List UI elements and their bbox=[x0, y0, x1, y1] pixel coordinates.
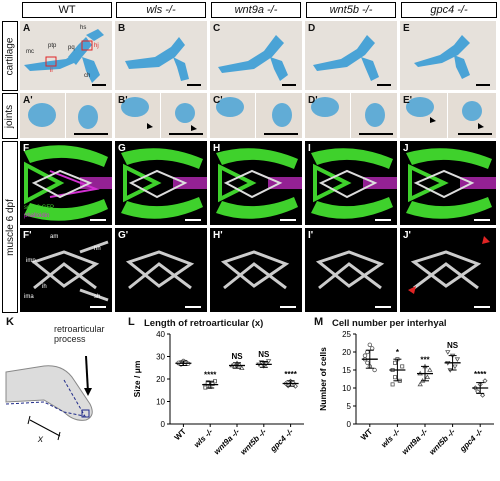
chart-m-point-2-5 bbox=[417, 381, 423, 387]
panel-m-chart: M Cell number per interhyal 0 5 10 15 20 25 Nu… bbox=[314, 316, 498, 476]
chart-m-point-0-6 bbox=[365, 360, 370, 365]
chart-m-point-0-7 bbox=[367, 342, 372, 347]
row-label-muscle: muscle 6 dpf bbox=[2, 141, 18, 313]
chart-m-ytick-label-3: 15 bbox=[342, 366, 351, 375]
chart-l-xtick-label-2: wnt9a -/- bbox=[212, 427, 242, 457]
chart-l-sig-1: **** bbox=[204, 370, 217, 379]
panel-h-muscle-wnt9a: H bbox=[210, 141, 302, 225]
chart-m-ytick-label-0: 0 bbox=[347, 420, 352, 429]
panel-i-prime-muscle-bw-wnt5b: I' bbox=[305, 228, 397, 312]
chart-m-ylabel: Number of cells bbox=[318, 347, 328, 411]
chart-l-ytick-label-4: 40 bbox=[156, 330, 165, 339]
chart-m-point-0-3 bbox=[370, 346, 375, 351]
panel-i-muscle-wnt5b: I bbox=[305, 141, 397, 225]
chart-m-sig-4: **** bbox=[474, 370, 487, 379]
chart-l-sig-3: NS bbox=[258, 350, 270, 359]
row-label-joints: joints bbox=[2, 93, 18, 139]
chart-l-sig-2: NS bbox=[231, 352, 243, 361]
chart-l-sig-4: **** bbox=[284, 370, 297, 379]
chart-m-point-2-3 bbox=[424, 374, 431, 379]
row-label-cartilage: cartilage bbox=[2, 21, 18, 91]
panel-k-schematic: K retroarticular process x bbox=[4, 316, 126, 476]
chart-m-xtick-label-0: WT bbox=[359, 427, 374, 442]
chart-m-xtick-label-3: wnt5b -/- bbox=[427, 427, 457, 457]
panel-j-prime-muscle-bw-gpc4: J' bbox=[400, 228, 496, 312]
chart-m-sig-3: NS bbox=[447, 341, 459, 350]
chart-l-ytick-label-3: 30 bbox=[156, 353, 165, 362]
chart-l-xtick-label-0: WT bbox=[173, 427, 188, 442]
chart-l-xtick-label-1: wls -/- bbox=[192, 427, 215, 450]
panel-f-muscle-wt: F sox10:GFP phalloidin bbox=[20, 141, 112, 225]
chart-l-xtick-label-4: gpc4 -/- bbox=[268, 427, 295, 454]
chart-l-ytick-label-2: 20 bbox=[156, 375, 165, 384]
chart-m-sig-2: *** bbox=[420, 355, 430, 364]
chart-m-point-0-4 bbox=[372, 367, 377, 373]
chart-m-ytick-label-4: 20 bbox=[342, 348, 351, 357]
chart-m-point-1-4 bbox=[400, 364, 405, 369]
chart-m-ytick-label-2: 10 bbox=[342, 384, 351, 393]
chart-m-xtick-label-1: wls -/- bbox=[379, 427, 402, 450]
panel-g-muscle-wls: G bbox=[115, 141, 207, 225]
panel-d-prime-joints-wnt5b: D' bbox=[305, 93, 397, 138]
panel-g-prime-muscle-bw-wls: G' bbox=[115, 228, 207, 312]
chart-m-xtick-label-4: gpc4 -/- bbox=[457, 427, 484, 454]
panel-b-cartilage-wls: B bbox=[115, 21, 207, 90]
chart-l-point-4-4 bbox=[292, 383, 298, 389]
chart-m-point-1-1 bbox=[393, 375, 398, 380]
panel-b-prime-joints-wls: B' bbox=[115, 93, 207, 138]
column-header-wt: WT bbox=[22, 2, 112, 18]
panel-f-prime-muscle-bw-wt: F' am hh imp ih ima sh bbox=[20, 228, 112, 312]
chart-m-point-1-5 bbox=[390, 382, 395, 387]
panel-a-prime-joints-wt: A' bbox=[20, 93, 112, 138]
column-header-wnt5b: wnt5b -/- bbox=[306, 2, 396, 18]
panel-d-cartilage-wnt5b: D bbox=[305, 21, 397, 90]
chart-m-svg: 0 5 10 15 20 25 Number of cells WT wls -/- * wnt9a… bbox=[318, 330, 494, 457]
chart-m-point-0-5 bbox=[362, 353, 368, 358]
chart-m-point-1-6 bbox=[393, 360, 398, 365]
panel-h-prime-muscle-bw-wnt9a: H' bbox=[210, 228, 302, 312]
chart-m-point-3-5 bbox=[445, 350, 451, 355]
chart-m-title: Cell number per interhyal bbox=[332, 318, 447, 329]
chart-m-point-4-3 bbox=[480, 392, 486, 398]
panel-a-cartilage-wt: A mc ptp pq hs ch ii hj bbox=[20, 21, 112, 90]
chart-l-ytick-label-1: 10 bbox=[156, 398, 165, 407]
chart-l-svg: 0 10 20 30 40 Size / μm WT wls -/- **** wnt9a -/-… bbox=[132, 330, 304, 457]
cartilage-wt-drawing bbox=[24, 29, 104, 83]
chart-l-ylabel: Size / μm bbox=[132, 360, 142, 397]
panel-c-prime-joints-wnt9a: C' bbox=[210, 93, 302, 138]
chart-m-sig-1: * bbox=[396, 348, 400, 357]
column-header-wls: wls -/- bbox=[116, 2, 206, 18]
chart-m-point-4-4 bbox=[482, 378, 488, 384]
column-header-wnt9a: wnt9a -/- bbox=[211, 2, 301, 18]
chart-l-xtick-label-3: wnt5b -/- bbox=[239, 427, 269, 457]
chart-m-point-2-4 bbox=[427, 367, 433, 372]
chart-m-point-0-1 bbox=[365, 349, 370, 355]
panel-e-cartilage-gpc4: E bbox=[400, 21, 496, 90]
chart-l-ytick-label-0: 0 bbox=[161, 420, 166, 429]
chart-m-point-3-4 bbox=[454, 357, 461, 362]
retroarticular-diagram bbox=[5, 355, 93, 441]
chart-l-point-1-3 bbox=[210, 381, 215, 386]
chart-m-ytick-label-1: 5 bbox=[347, 402, 352, 411]
chart-m-xtick-label-2: wnt9a -/- bbox=[400, 427, 430, 457]
panel-c-cartilage-wnt9a: C bbox=[210, 21, 302, 90]
chart-m-ytick-label-5: 25 bbox=[342, 330, 351, 339]
panel-l-chart: L Length of retroarticular (x) 0 10 20 30 40… bbox=[128, 316, 308, 476]
panel-e-prime-joints-gpc4: E' bbox=[400, 93, 496, 138]
chart-m-point-3-3 bbox=[452, 364, 458, 370]
column-header-gpc4: gpc4 -/- bbox=[401, 2, 497, 18]
chart-l-title: Length of retroarticular (x) bbox=[144, 318, 264, 329]
panel-j-muscle-gpc4: J bbox=[400, 141, 496, 225]
